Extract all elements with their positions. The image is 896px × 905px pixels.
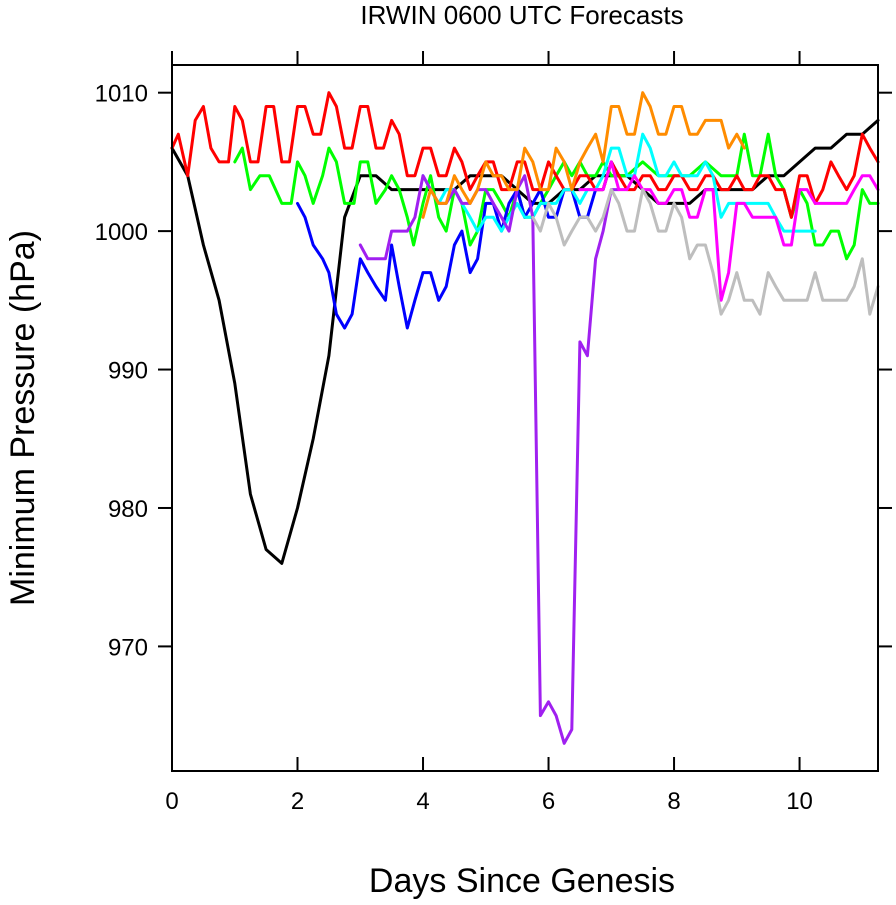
series-line-9: [531, 188, 880, 316]
y-tick-label: 990: [108, 358, 148, 385]
y-axis-title: Minimum Pressure (hPa): [4, 230, 42, 606]
x-tick-label: 10: [786, 788, 813, 815]
series-line-4: [170, 91, 880, 219]
x-tick-label: 6: [542, 788, 555, 815]
series-line-5: [421, 132, 817, 233]
x-tick-label: 8: [667, 788, 680, 815]
y-tick-label: 980: [108, 496, 148, 523]
series-line-7: [421, 91, 746, 219]
x-tick-label: 2: [291, 788, 304, 815]
series-line-8: [578, 160, 880, 302]
series-line-1: [170, 118, 880, 565]
chart-title: IRWIN 0600 UTC Forecasts: [360, 0, 683, 30]
y-tick-label: 970: [108, 634, 148, 661]
y-tick-label: 1000: [95, 219, 148, 246]
axes-layer: 0 2 4 6 8 10 970 980 990 1000 1010: [95, 51, 892, 815]
x-tick-label: 4: [416, 788, 429, 815]
series-line-6: [358, 174, 621, 745]
plot-frame: [171, 64, 879, 772]
x-tick-label: 0: [165, 788, 178, 815]
y-tick-label: 1010: [95, 81, 148, 108]
x-axis-title: Days Since Genesis: [369, 862, 675, 900]
series-layer: [170, 91, 880, 745]
